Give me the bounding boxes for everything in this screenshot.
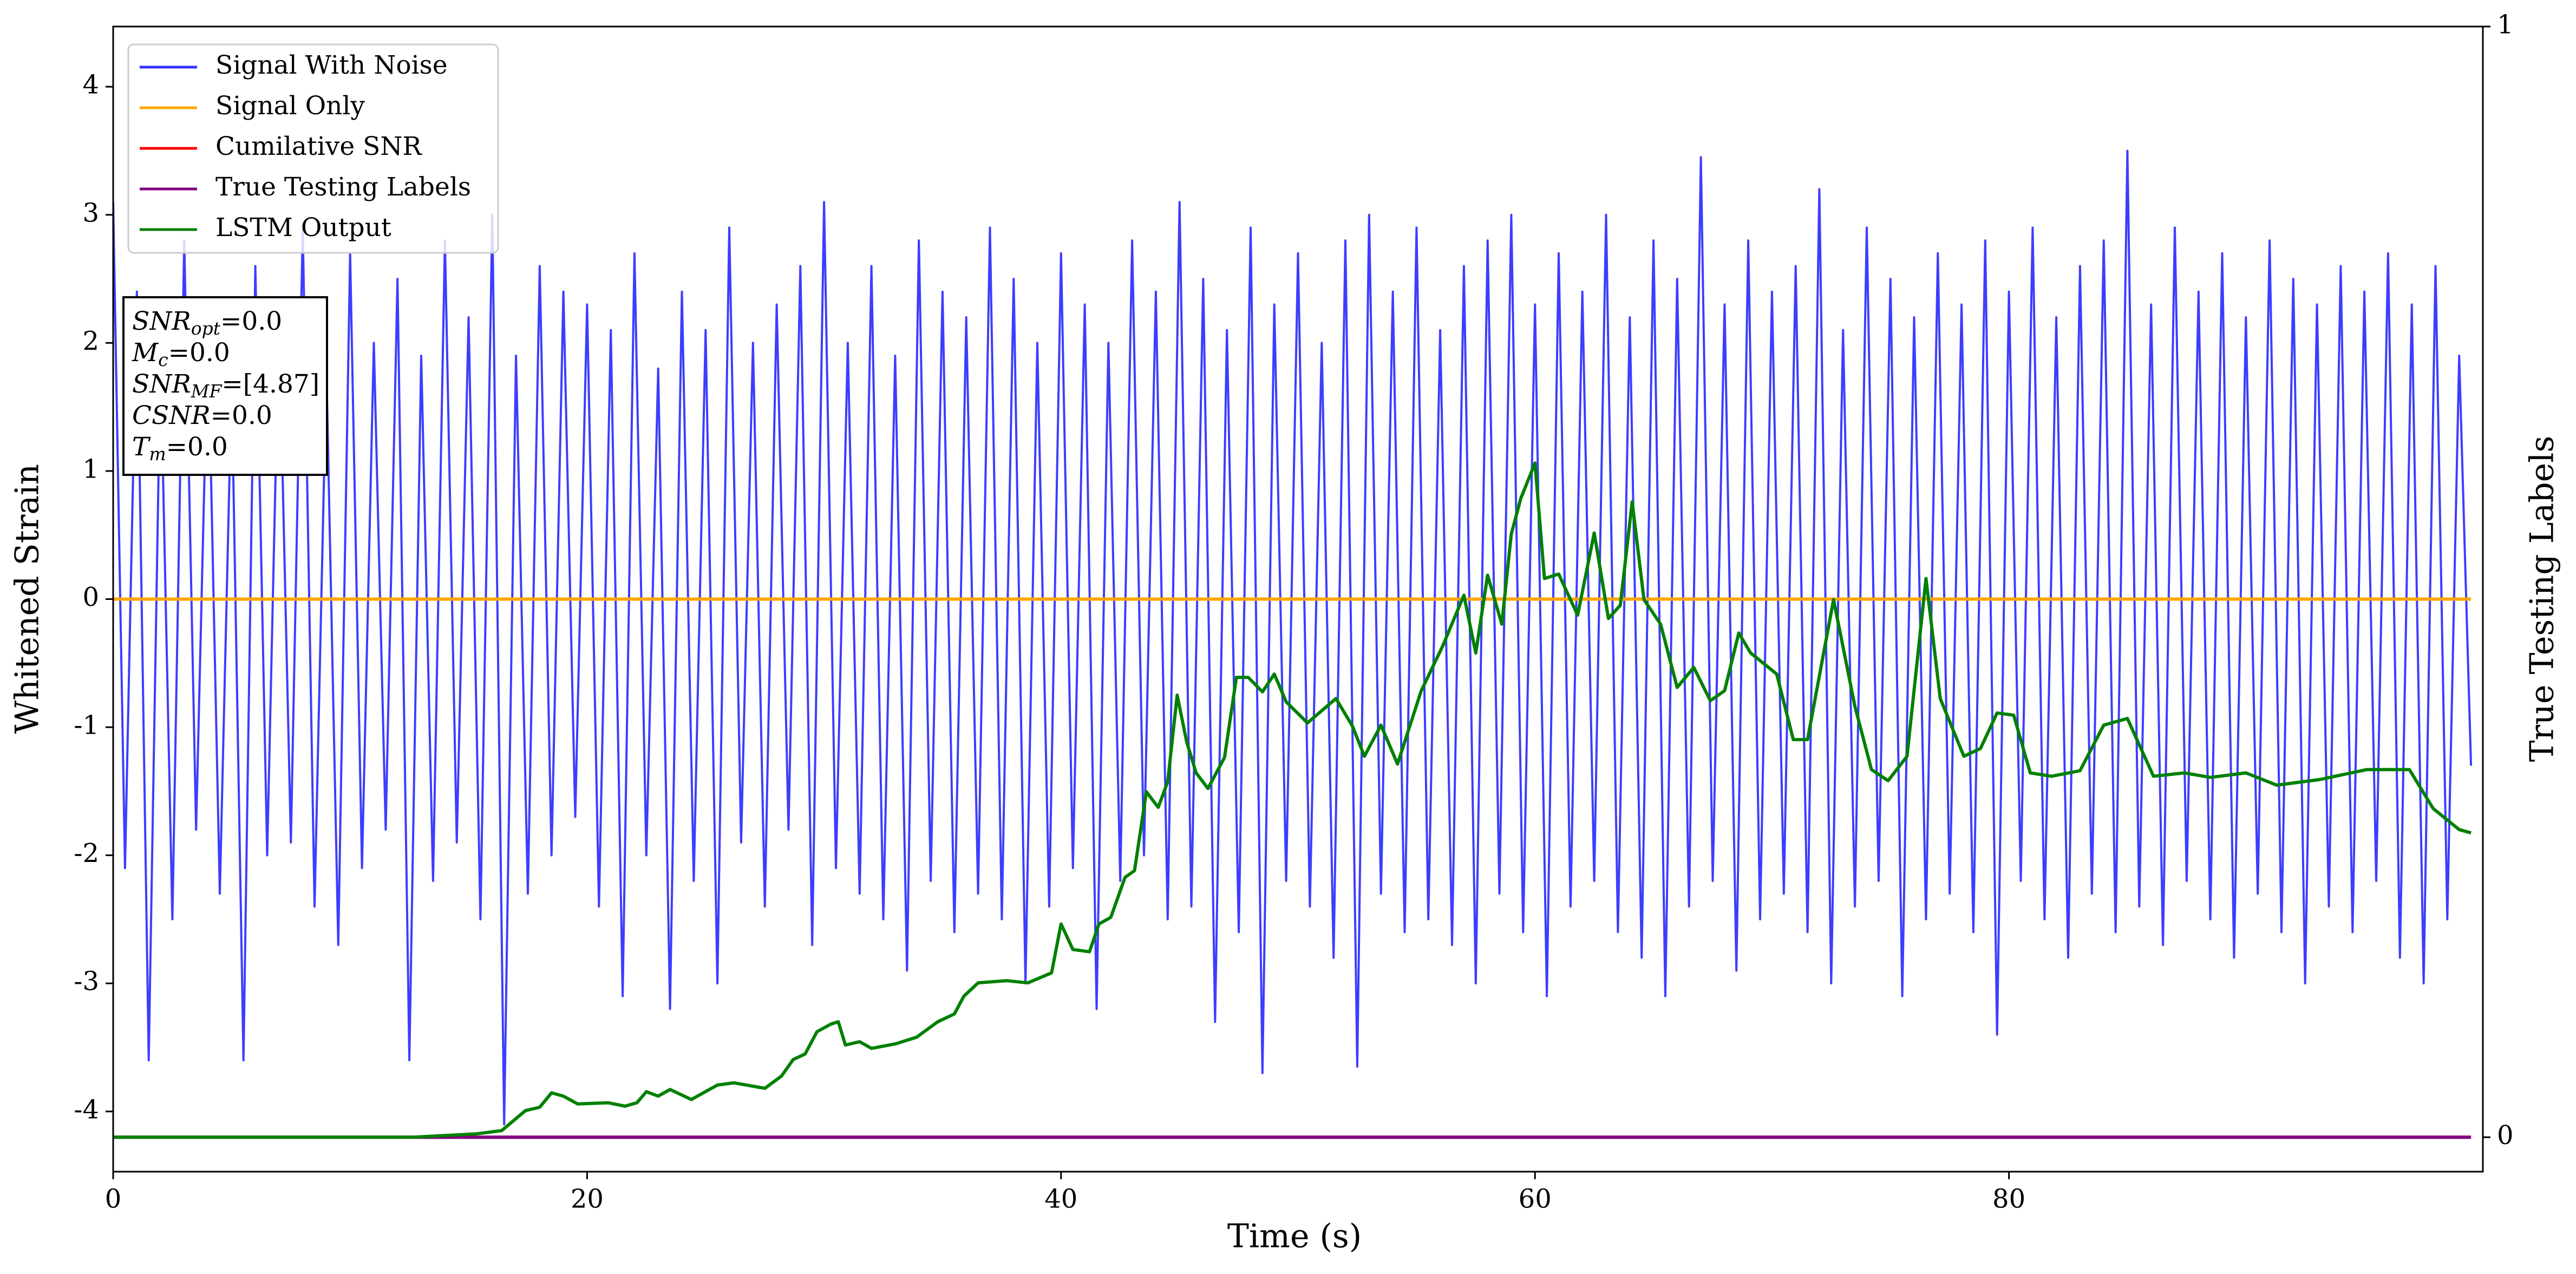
annotation-subscript: opt (191, 318, 221, 339)
y-axis-label: Whitened Strain (9, 464, 47, 734)
y-tick-label: 0 (82, 582, 99, 612)
annotation-value: =[4.87] (221, 369, 319, 399)
legend-label: Signal With Noise (215, 50, 448, 80)
annotation-value: =0.0 (168, 338, 230, 368)
y2-axis-label: True Testing Labels (2523, 436, 2561, 762)
annotation-value: =0.0 (211, 401, 272, 430)
legend-label: Cumilative SNR (215, 132, 422, 161)
y-tick-label: 2 (82, 326, 99, 356)
annotation-symbol: CSNR (132, 401, 211, 430)
y-tick-label: -3 (74, 966, 99, 997)
y2-tick-label: 1 (2497, 10, 2514, 40)
x-tick-label: 80 (1992, 1184, 2025, 1214)
annotation-symbol: T (132, 432, 151, 462)
y-tick-label: 3 (82, 198, 99, 228)
annotation-line: Tm=0.0 (132, 432, 228, 465)
y-tick-label: -2 (74, 838, 99, 868)
legend-box (127, 43, 499, 254)
annotation-line: CSNR=0.0 (132, 401, 272, 430)
annotation-value: =0.0 (220, 306, 282, 336)
legend-label: True Testing Labels (215, 172, 471, 202)
annotation-line: SNRopt=0.0 (132, 306, 282, 339)
annotation-subscript: m (149, 443, 166, 465)
x-tick-label: 40 (1044, 1184, 1077, 1214)
annotation-box (122, 296, 328, 476)
annotation-symbol: M (132, 338, 159, 368)
annotation-symbol: SNR (132, 306, 191, 336)
annotation-value: =0.0 (166, 432, 228, 462)
annotation-subscript: MF (191, 381, 223, 402)
annotation-subscript: c (158, 349, 168, 370)
legend-label: LSTM Output (215, 213, 391, 243)
y-tick-label: -4 (74, 1094, 99, 1125)
series-line (113, 149, 2473, 1126)
x-tick-label: 20 (571, 1184, 604, 1214)
x-axis-label: Time (s) (1227, 1218, 1362, 1256)
y-tick-label: 4 (82, 70, 99, 100)
plot-area (113, 149, 2473, 1139)
x-tick-label: 0 (105, 1184, 122, 1214)
annotation-line: Mc=0.0 (132, 338, 230, 370)
plot-frame (112, 25, 2484, 1173)
annotation: SNRopt=0.0Mc=0.0SNRMF=[4.87]CSNR=0.0Tm=0… (122, 296, 328, 476)
legend-label: Signal Only (215, 91, 365, 121)
series-line (113, 461, 2472, 1139)
x-tick-label: 60 (1519, 1184, 1552, 1214)
y-tick-label: 1 (82, 454, 99, 484)
annotation-line: SNRMF=[4.87] (132, 369, 319, 402)
annotation-symbol: SNR (132, 369, 191, 399)
y-tick-label: -1 (74, 710, 99, 741)
legend: Signal With Noise Signal Only Cumilative S… (127, 43, 499, 254)
y2-tick-label: 0 (2497, 1120, 2514, 1151)
